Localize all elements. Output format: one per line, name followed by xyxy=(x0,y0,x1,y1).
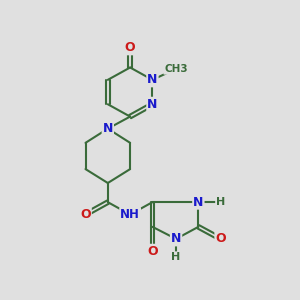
Text: CH3: CH3 xyxy=(164,64,188,74)
Text: O: O xyxy=(125,41,135,54)
Text: O: O xyxy=(215,232,226,245)
Text: N: N xyxy=(193,196,204,209)
Text: N: N xyxy=(147,98,158,111)
Text: N: N xyxy=(147,73,158,86)
Text: NH: NH xyxy=(120,208,140,221)
Text: H: H xyxy=(171,252,181,262)
Text: O: O xyxy=(80,208,91,221)
Text: H: H xyxy=(216,197,225,207)
Text: N: N xyxy=(103,122,113,135)
Text: N: N xyxy=(171,232,181,245)
Text: O: O xyxy=(147,245,158,258)
